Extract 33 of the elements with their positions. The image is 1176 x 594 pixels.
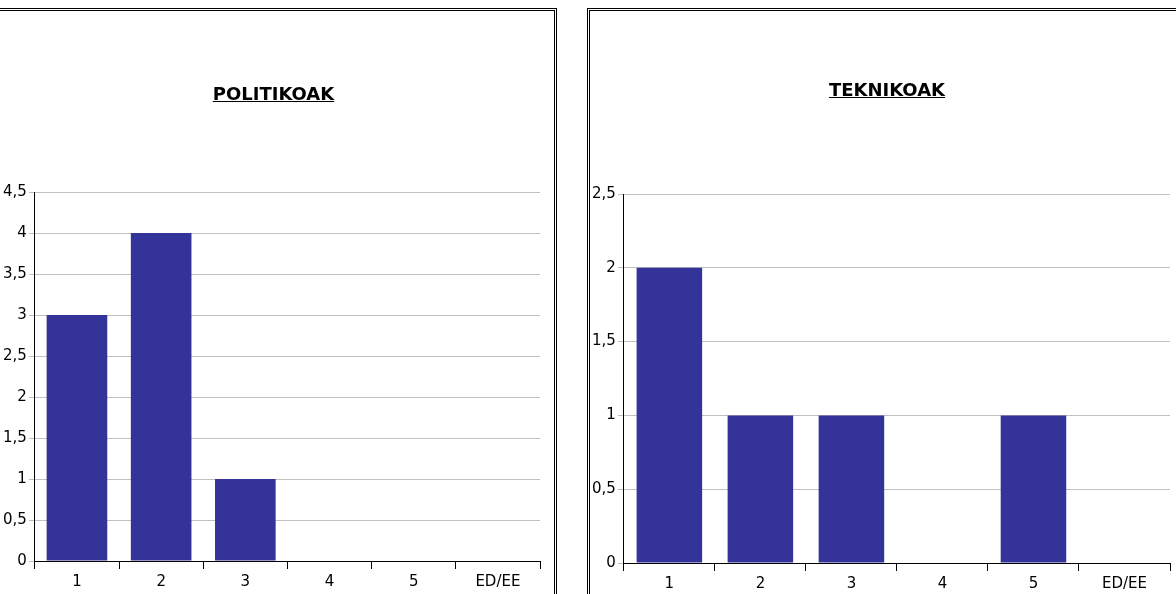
x-tick-label: ED/EE <box>1101 573 1148 592</box>
y-tick-label: 0,5 <box>3 509 27 528</box>
chart-title: TEKNIKOAK <box>827 79 947 100</box>
y-tick-label: 3,5 <box>3 263 27 282</box>
bar <box>130 233 192 561</box>
x-tick-label: 5 <box>408 571 419 590</box>
x-tick-label: 2 <box>156 571 166 590</box>
y-tick-label: 0 <box>17 550 27 569</box>
y-tick-label: 2 <box>17 386 27 405</box>
y-tick-label: 3 <box>17 304 27 323</box>
bar <box>46 315 108 561</box>
x-tick-label: 3 <box>240 571 251 590</box>
bar <box>215 479 276 561</box>
x-tick-label: 4 <box>324 571 335 590</box>
y-tick-label: 2,5 <box>592 183 616 202</box>
x-tick-label: ED/EE <box>475 571 521 590</box>
x-tick-label: 3 <box>846 573 857 592</box>
y-tick-label: 1 <box>606 405 616 424</box>
y-tick-label: 1,5 <box>592 331 616 350</box>
x-tick-label: 4 <box>937 573 948 592</box>
y-tick-label: 1 <box>17 468 27 487</box>
y-tick-label: 0 <box>606 552 616 571</box>
y-tick-label: 4,5 <box>3 181 27 200</box>
x-tick-label: 5 <box>1028 573 1039 592</box>
x-tick-label: 2 <box>755 573 766 592</box>
chart-title: POLITIKOAK <box>211 83 336 104</box>
y-tick-label: 1,5 <box>3 427 27 446</box>
y-tick-label: 0,5 <box>592 479 616 498</box>
x-tick-label: 1 <box>664 573 675 592</box>
x-tick-label: 1 <box>72 571 82 590</box>
y-tick-label: 2 <box>606 257 616 276</box>
y-tick-label: 2,5 <box>3 345 27 364</box>
y-tick-label: 4 <box>17 222 27 241</box>
